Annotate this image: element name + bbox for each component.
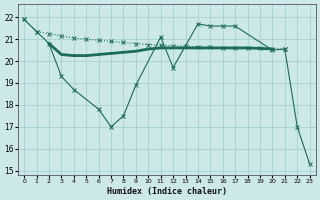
X-axis label: Humidex (Indice chaleur): Humidex (Indice chaleur): [107, 187, 227, 196]
